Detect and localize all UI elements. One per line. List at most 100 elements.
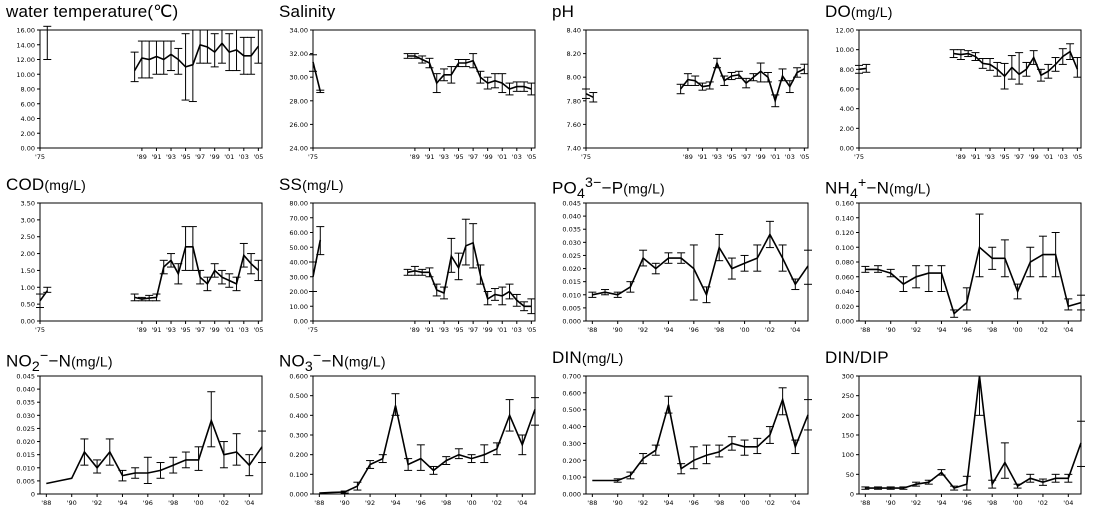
x-tick-label: '94 (663, 499, 673, 507)
y-tick-label: 32.00 (289, 50, 308, 58)
x-tick-label: '90 (886, 326, 896, 334)
x-tick-label: '75 (308, 153, 318, 161)
y-tick-label: 28.00 (289, 97, 308, 105)
chart-panel: 0.00 2.00 4.00 6.00 8.00 10.00 12.00 '75 '89 '91 '… (819, 0, 1092, 173)
chart-title: SS(mg/L) (279, 175, 344, 194)
plot-frame (312, 202, 536, 322)
x-tick-label: '02 (765, 499, 775, 507)
x-tick-label: '95 (454, 153, 464, 161)
x-tick-label: '98 (987, 326, 997, 334)
chart-svg: 7.40 7.60 7.80 8.00 8.20 8.40 '75 '89 '91 '93 '95 '… (567, 27, 810, 162)
x-tick-label: '05 (526, 326, 536, 334)
x-tick-label: '91 (424, 326, 434, 334)
y-tick-label: 0.005 (562, 304, 581, 312)
y-tick-label: 0.040 (835, 288, 854, 296)
y-tick-label: 0.600 (562, 389, 581, 397)
y-tick-label: 100 (842, 451, 854, 459)
x-tick-label: '05 (799, 153, 809, 161)
y-tick-label: 0.030 (562, 239, 581, 247)
y-tick-label: 0.400 (289, 412, 308, 420)
y-tick-label: 200 (842, 412, 854, 420)
chart-title: NO3−−N(mg/L) (279, 348, 386, 376)
y-tick-label: 10.00 (835, 46, 854, 54)
chart-panel: 0.000 0.005 0.010 0.015 0.020 0.025 0.030 0.035… (546, 173, 819, 346)
y-tick-label: 0.040 (562, 213, 581, 221)
y-tick-label: 0.300 (289, 432, 308, 440)
y-tick-label: 150 (842, 432, 854, 440)
x-tick-label: '90 (67, 499, 77, 507)
chart-svg: 0 0.005 0.010 0.015 0.020 0.025 0.030 0.035 0.04… (16, 373, 266, 507)
series-line (953, 50, 1079, 78)
x-tick-label: '03 (512, 153, 522, 161)
x-tick-label: '02 (492, 499, 502, 507)
y-tick-label: 2.00 (21, 250, 35, 258)
x-tick-label: '96 (689, 326, 699, 334)
x-tick-label: '91 (151, 153, 161, 161)
x-tick-label: '91 (424, 153, 434, 161)
y-tick-label: 0.015 (16, 451, 35, 459)
chart-title: Salinity (279, 2, 336, 21)
x-tick-label: '89 (137, 153, 147, 161)
x-tick-label: '05 (253, 153, 263, 161)
series-line (39, 290, 48, 302)
y-tick-label: 34.00 (289, 27, 308, 35)
chart-panel: 0 0.005 0.010 0.015 0.020 0.025 0.030 0.035 0.04… (0, 346, 273, 519)
y-tick-label: 0.500 (289, 392, 308, 400)
x-tick-label: '99 (210, 326, 220, 334)
y-tick-label: 3.00 (21, 216, 35, 224)
x-tick-label: '01 (770, 153, 780, 161)
x-tick-label: '01 (224, 153, 234, 161)
x-tick-label: '97 (195, 153, 205, 161)
x-tick-label: '88 (587, 326, 597, 334)
y-tick-label: 60.00 (289, 229, 308, 237)
y-tick-label: 40.00 (289, 259, 308, 267)
x-tick-label: '01 (1043, 153, 1053, 161)
x-tick-label: '88 (41, 499, 51, 507)
chart-panel: 0 50 100 150 200 250 300 '88 '90 '92 '94 '96 '98 '00 '… (819, 346, 1092, 519)
chart-panel: 0.00 10.00 20.00 30.00 40.00 50.00 60.00 70.00 8… (273, 173, 546, 346)
y-tick-label: 0.035 (562, 226, 581, 234)
x-tick-label: '05 (526, 153, 536, 161)
chart-panel: 24.00 26.00 28.00 30.00 32.00 34.00 '75 '89 '91 '… (273, 0, 546, 173)
y-tick-label: 10.00 (16, 71, 35, 79)
x-tick-label: '00 (194, 499, 204, 507)
x-tick-label: '95 (181, 326, 191, 334)
x-tick-label: '93 (985, 153, 995, 161)
y-tick-label: 0.010 (562, 291, 581, 299)
series-line (407, 55, 532, 90)
chart-title: pH (552, 2, 575, 21)
x-tick-label: '93 (166, 326, 176, 334)
y-tick-label: 2.50 (21, 233, 35, 241)
x-tick-label: '95 (1000, 153, 1010, 161)
y-tick-label: 0.025 (562, 252, 581, 260)
series-line (592, 396, 809, 482)
y-tick-label: 4.00 (21, 115, 35, 123)
x-tick-label: '00 (467, 499, 477, 507)
series-line (46, 418, 263, 485)
x-tick-label: '03 (239, 153, 249, 161)
y-tick-label: 0.000 (562, 318, 581, 326)
y-tick-label: 1.50 (21, 267, 35, 275)
x-tick-label: '94 (936, 326, 946, 334)
plot-frame (39, 202, 263, 322)
x-tick-label: '97 (468, 326, 478, 334)
x-tick-label: '75 (35, 153, 45, 161)
x-tick-label: '03 (1058, 153, 1068, 161)
y-tick-label: 0.000 (835, 318, 854, 326)
x-tick-label: '04 (517, 499, 527, 507)
x-tick-label: '89 (683, 153, 693, 161)
x-tick-label: '91 (697, 153, 707, 161)
chart-title: DO(mg/L) (825, 2, 893, 21)
series-line (592, 232, 809, 298)
plot-frame (585, 29, 809, 149)
x-tick-label: '02 (1038, 499, 1048, 507)
x-tick-label: '89 (137, 326, 147, 334)
y-tick-label: 6.00 (840, 86, 854, 94)
x-tick-label: '91 (970, 153, 980, 161)
chart-svg: 0.00 10.00 20.00 30.00 40.00 50.00 60.00 70.00 8… (289, 200, 536, 335)
y-tick-label: 24.00 (289, 145, 308, 153)
y-tick-label: 0.100 (289, 471, 308, 479)
series-line (312, 239, 322, 277)
x-tick-label: '98 (714, 326, 724, 334)
